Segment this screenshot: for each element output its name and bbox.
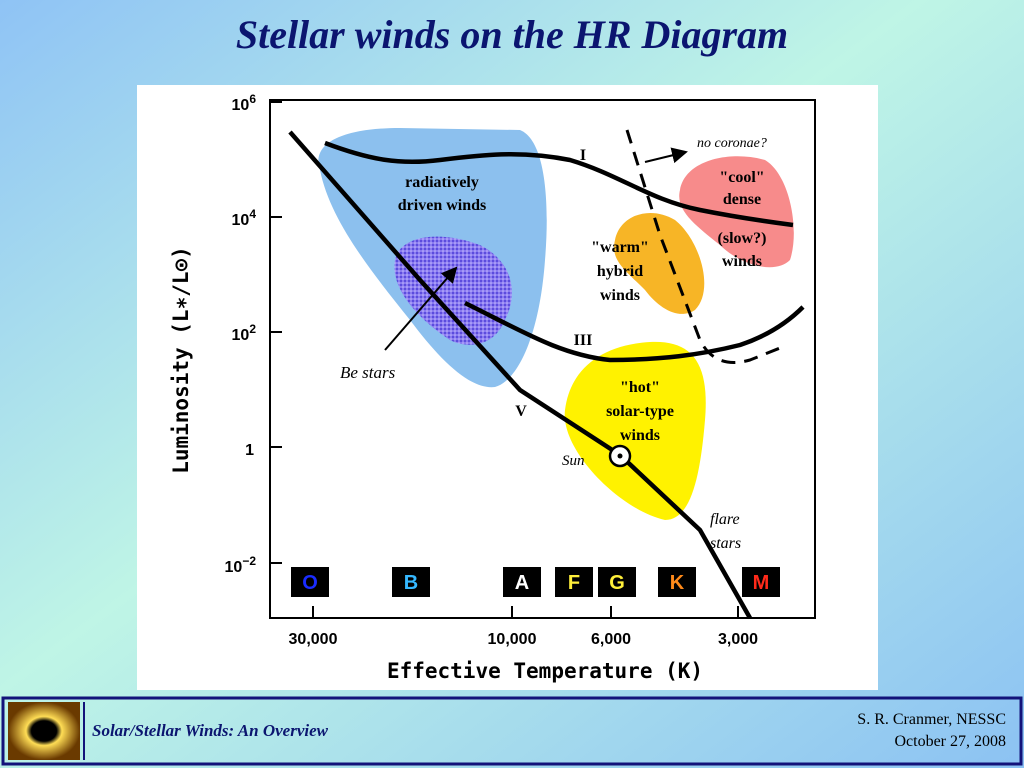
x-tick-label: 10,000 bbox=[488, 631, 537, 648]
class-label: III bbox=[574, 332, 593, 349]
spectral-type: K bbox=[670, 572, 685, 594]
be-arrow bbox=[384, 266, 458, 351]
region-label: hybrid bbox=[597, 263, 643, 280]
footer-icon bbox=[8, 702, 80, 760]
annotation: stars bbox=[710, 535, 741, 552]
spectral-type: F bbox=[568, 572, 580, 594]
region-cool bbox=[679, 156, 794, 268]
region-hot bbox=[564, 341, 706, 520]
region-label: "hot" bbox=[620, 379, 660, 396]
region-label: radiatively bbox=[405, 174, 479, 191]
main-sequence bbox=[288, 130, 752, 620]
spectral-type: A bbox=[515, 572, 529, 594]
x-tick-label: 30,000 bbox=[289, 631, 338, 648]
region-be bbox=[394, 236, 512, 345]
giant-track bbox=[464, 300, 805, 363]
x-axis-label: Effective Temperature (K) bbox=[387, 659, 703, 683]
region-label: (slow?) bbox=[718, 230, 767, 247]
class-label: I bbox=[580, 147, 586, 164]
spectral-box bbox=[503, 567, 541, 597]
footer-border bbox=[1, 696, 1023, 766]
region-label: winds bbox=[620, 427, 660, 444]
y-axis-label: Luminosity (L∗/L⊙) bbox=[169, 246, 193, 474]
spectral-type: O bbox=[302, 572, 318, 594]
spectral-box bbox=[598, 567, 636, 597]
spectral-box bbox=[658, 567, 696, 597]
sun-dot bbox=[617, 453, 623, 459]
dividing-line bbox=[625, 129, 781, 364]
y-tick-label: 102 bbox=[232, 322, 257, 344]
spectral-box bbox=[392, 567, 430, 597]
spectral-box bbox=[291, 567, 329, 597]
region-label: "cool" bbox=[719, 169, 764, 186]
spectral-box bbox=[555, 567, 593, 597]
slide-title: Stellar winds on the HR Diagram bbox=[236, 12, 788, 57]
spectral-box bbox=[742, 567, 780, 597]
region-label: driven winds bbox=[398, 197, 486, 214]
y-tick-label: 106 bbox=[232, 92, 257, 114]
footer-date: October 27, 2008 bbox=[894, 733, 1006, 750]
annotation: Be stars bbox=[340, 363, 396, 382]
class-label: V bbox=[515, 403, 527, 420]
y-tick-label: 10−2 bbox=[225, 554, 257, 576]
footer-title: Solar/Stellar Winds: An Overview bbox=[92, 721, 329, 740]
x-tick-label: 6,000 bbox=[591, 631, 631, 648]
region-label: solar-type bbox=[606, 403, 674, 420]
x-tick-label: 3,000 bbox=[718, 631, 758, 648]
annotation: Sun bbox=[562, 453, 585, 469]
y-tick-label: 1 bbox=[245, 442, 254, 459]
supergiant-track bbox=[324, 140, 794, 228]
region-label: dense bbox=[723, 191, 761, 208]
footer-author: S. R. Cranmer, NESSC bbox=[857, 711, 1006, 728]
region-label: winds bbox=[722, 253, 762, 270]
spectral-type: G bbox=[609, 572, 625, 594]
spectral-type: M bbox=[753, 572, 770, 594]
annotation: no coronae? bbox=[697, 136, 767, 151]
region-label: winds bbox=[600, 287, 640, 304]
y-tick-label: 104 bbox=[232, 207, 257, 229]
plot-frame bbox=[269, 99, 816, 619]
annotation: flare bbox=[710, 511, 740, 528]
coronae-arrow bbox=[644, 147, 688, 164]
region-label: "warm" bbox=[591, 239, 649, 256]
spectral-type: B bbox=[404, 572, 418, 594]
